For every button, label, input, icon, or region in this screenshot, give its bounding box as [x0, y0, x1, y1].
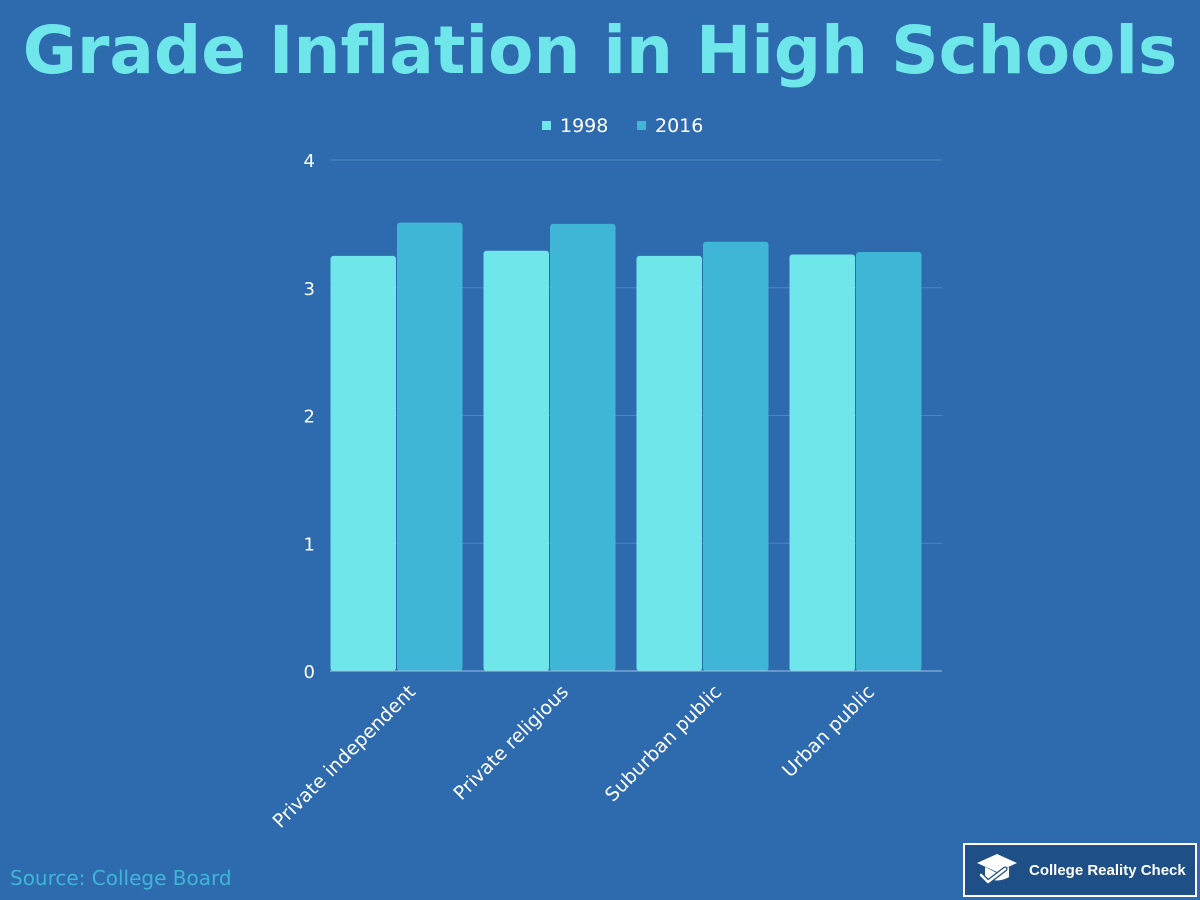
bar-2016 [856, 251, 922, 672]
source-note: Source: College Board [10, 866, 232, 890]
bar-1998 [483, 250, 549, 671]
legend-label: 1998 [560, 115, 608, 137]
y-tick-label: 4 [304, 151, 315, 172]
bar-2016 [703, 241, 769, 671]
brand-badge: College Reality Check [963, 843, 1197, 897]
y-tick-label: 2 [304, 407, 315, 428]
legend-swatch-2016 [637, 121, 646, 130]
bar-2016 [550, 223, 616, 671]
x-category-label: Urban public [778, 681, 879, 782]
graduation-cap-check-icon [977, 854, 1017, 885]
y-tick-label: 3 [304, 279, 315, 300]
legend-swatch-1998 [542, 121, 551, 130]
y-tick-label: 1 [304, 534, 315, 555]
bar-1998 [330, 255, 396, 671]
legend-label: 2016 [655, 115, 703, 137]
x-category-label: Private independent [268, 681, 420, 833]
brand-name: College Reality Check [1029, 861, 1186, 879]
bar-2016 [397, 222, 463, 671]
y-tick-label: 0 [304, 662, 315, 683]
chart-title: Grade Inflation in High Schools [22, 12, 1178, 89]
bar-1998 [789, 254, 855, 671]
x-category-label: Suburban public [601, 681, 726, 806]
x-category-label: Private religious [449, 681, 573, 805]
bar-1998 [636, 255, 702, 671]
